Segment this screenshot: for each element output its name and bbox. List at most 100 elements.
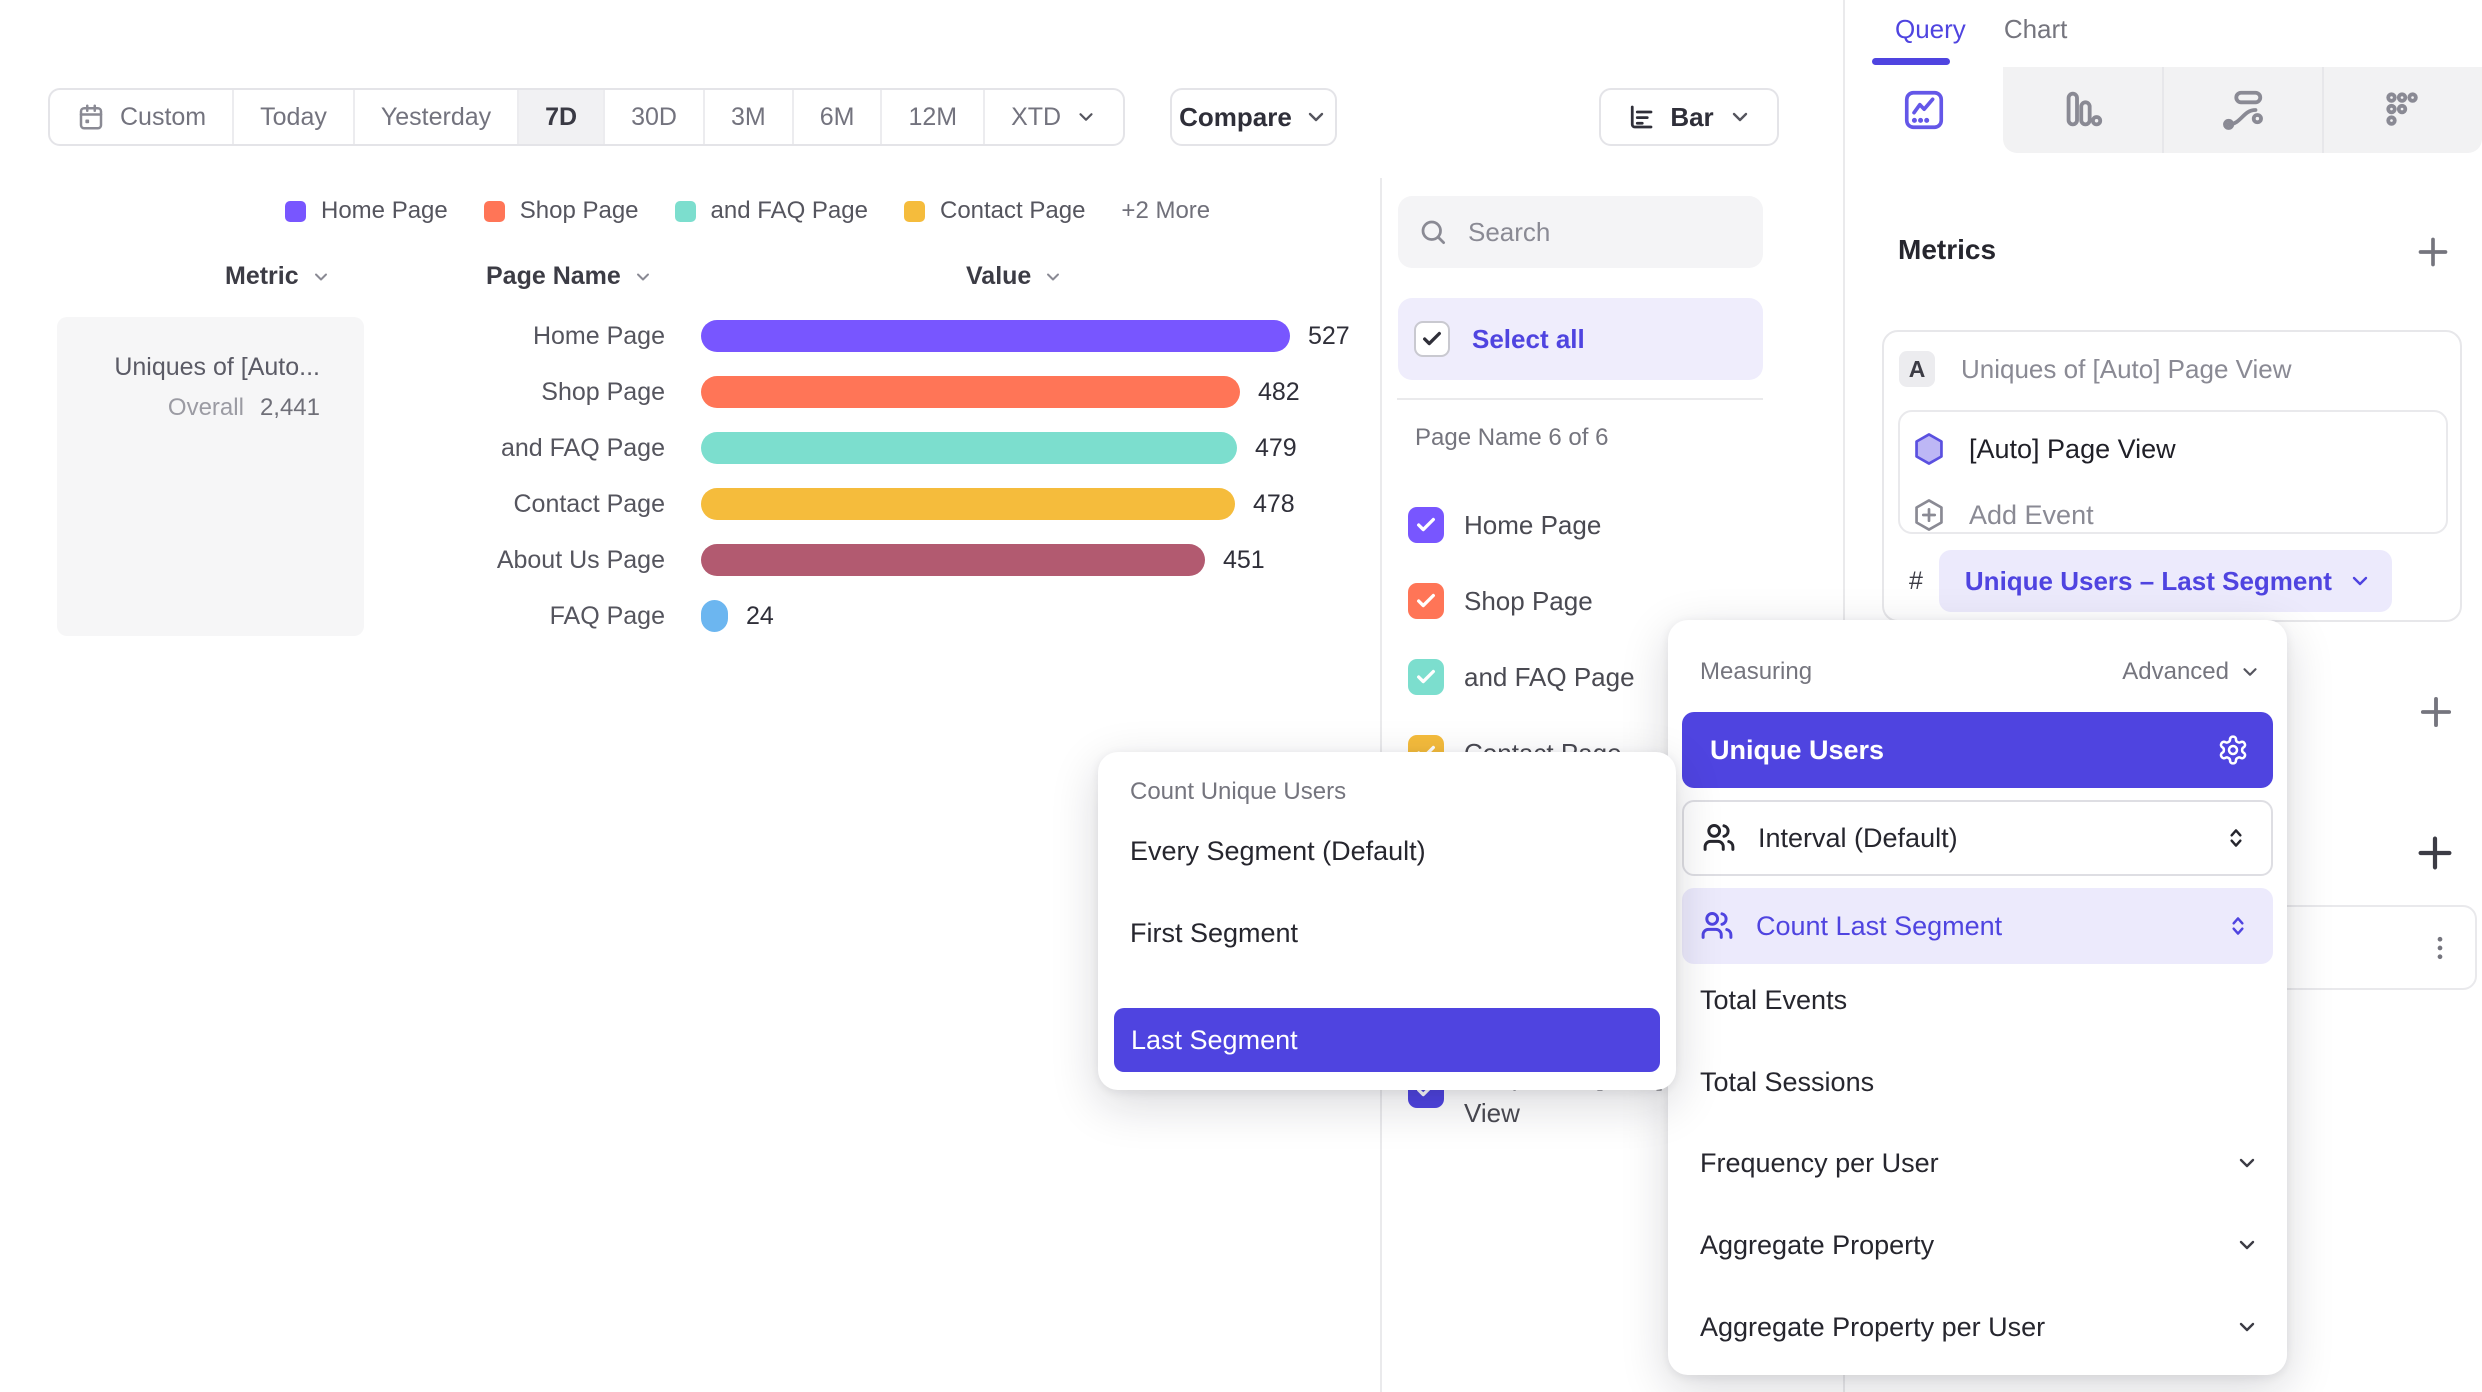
- date-range-custom[interactable]: Custom: [50, 90, 235, 144]
- menu-item-interval[interactable]: Interval (Default): [1682, 800, 2273, 876]
- overall-value: 2,441: [259, 394, 320, 421]
- menu-item-label: Total Sessions: [1700, 1066, 1875, 1097]
- column-header-page-name[interactable]: Page Name: [486, 262, 653, 291]
- chevron-down-icon: [2348, 569, 2372, 593]
- menu-item-first-segment[interactable]: First Segment: [1130, 918, 1299, 948]
- users-icon: [1700, 909, 1734, 943]
- query-panel-tabs: Query Chart: [1895, 14, 2067, 45]
- users-icon: [1702, 821, 1736, 855]
- legend-item[interactable]: Shop Page: [483, 197, 639, 225]
- filter-item-shop-page[interactable]: Shop Page: [1408, 583, 1593, 619]
- chevron-down-icon: [633, 267, 653, 287]
- menu-item-label: Unique Users: [1710, 734, 1885, 765]
- legend-item[interactable]: and FAQ Page: [674, 197, 868, 225]
- advanced-toggle[interactable]: Advanced: [2122, 658, 2261, 686]
- tab-chart[interactable]: Chart: [2003, 14, 2068, 44]
- date-range-label: XTD: [1011, 102, 1062, 131]
- advanced-label: Advanced: [2122, 658, 2229, 685]
- filter-item-home-page[interactable]: Home Page: [1408, 507, 1601, 543]
- checkbox-checked[interactable]: [1408, 659, 1444, 695]
- legend-item[interactable]: Home Page: [285, 197, 448, 225]
- menu-item-aggregate-property[interactable]: Aggregate Property: [1700, 1204, 2259, 1286]
- menu-item-total-sessions[interactable]: Total Sessions: [1700, 1041, 2259, 1123]
- date-range-label: 3M: [730, 102, 766, 131]
- measuring-menu: Measuring Advanced Unique Users Interval…: [1668, 620, 2287, 1375]
- count-menu-title: Count Unique Users: [1130, 778, 1347, 805]
- menu-item-label: Frequency per User: [1700, 1147, 1939, 1178]
- date-range-12m[interactable]: 12M: [882, 90, 986, 144]
- count-unique-users-menu: Count Unique Users Every Segment (Defaul…: [1098, 752, 1676, 1090]
- add-event-row[interactable]: Add Event: [1911, 497, 2094, 533]
- date-range-today[interactable]: Today: [234, 90, 355, 144]
- report-tab-insights[interactable]: [1845, 67, 2004, 153]
- chevron-down-icon: [311, 267, 331, 287]
- overall-label: Overall: [167, 394, 244, 421]
- bar[interactable]: [701, 600, 728, 632]
- select-all-checkbox[interactable]: [1414, 321, 1450, 357]
- bar-row: FAQ Page 24: [385, 600, 774, 632]
- stepper-icon[interactable]: [2225, 913, 2251, 939]
- filter-divider: [1397, 398, 1763, 400]
- stepper-icon[interactable]: [2223, 825, 2249, 851]
- hash-symbol: #: [1909, 566, 1923, 595]
- bar[interactable]: [701, 488, 1235, 520]
- add-breakdown-button[interactable]: [2412, 830, 2458, 876]
- select-all-row[interactable]: Select all: [1398, 298, 1763, 380]
- bar[interactable]: [701, 432, 1237, 464]
- tab-query[interactable]: Query: [1895, 14, 1966, 44]
- column-header-metric[interactable]: Metric: [225, 262, 331, 291]
- checkbox-checked[interactable]: [1408, 507, 1444, 543]
- date-range-xtd[interactable]: XTD: [985, 90, 1123, 144]
- menu-item-label: Aggregate Property: [1700, 1229, 1935, 1260]
- legend-item[interactable]: Contact Page: [903, 197, 1085, 225]
- bar[interactable]: [701, 376, 1240, 408]
- bar[interactable]: [701, 320, 1290, 352]
- date-range-7d[interactable]: 7D: [519, 90, 606, 144]
- date-range-yesterday[interactable]: Yesterday: [355, 90, 520, 144]
- report-tab-retention[interactable]: [2321, 67, 2482, 153]
- bar[interactable]: [701, 544, 1205, 576]
- event-hexagon-icon: [1911, 431, 1947, 467]
- menu-item-unique-users-selected[interactable]: Unique Users: [1682, 712, 2273, 788]
- select-all-label: Select all: [1472, 323, 1585, 354]
- chart-legend: Home Page Shop Page and FAQ Page Contact…: [285, 197, 1210, 225]
- menu-item-every-segment[interactable]: Every Segment (Default): [1130, 836, 1426, 866]
- search-box[interactable]: [1398, 196, 1763, 268]
- date-range-label: Yesterday: [380, 102, 492, 131]
- chart-type-button[interactable]: Bar: [1599, 88, 1779, 146]
- date-range-3m[interactable]: 3M: [705, 90, 794, 144]
- search-input[interactable]: [1466, 215, 1743, 249]
- report-tab-funnels[interactable]: [2003, 67, 2162, 153]
- menu-item-frequency-per-user[interactable]: Frequency per User: [1700, 1122, 2259, 1204]
- measurement-dropdown[interactable]: Unique Users – Last Segment: [1938, 550, 2392, 612]
- filter-section-label: Page Name 6 of 6: [1415, 424, 1609, 451]
- add-metric-button[interactable]: [2413, 232, 2453, 272]
- chart-type-label: Bar: [1670, 101, 1714, 132]
- chevron-down-icon: [2239, 661, 2261, 683]
- bar-row: Contact Page 478: [385, 488, 1295, 520]
- event-row[interactable]: [Auto] Page View: [1911, 431, 2176, 467]
- date-range-30d[interactable]: 30D: [605, 90, 705, 144]
- date-range-6m[interactable]: 6M: [794, 90, 883, 144]
- add-event-label: Add Event: [1969, 499, 2094, 530]
- calendar-icon: [76, 102, 106, 132]
- checkbox-checked[interactable]: [1408, 583, 1444, 619]
- metric-summary-card[interactable]: Uniques of [Auto... Overall 2,441: [57, 317, 364, 636]
- compare-button[interactable]: Compare: [1170, 88, 1337, 146]
- menu-item-last-segment-selected[interactable]: Last Segment: [1114, 1008, 1660, 1072]
- metric-row-a[interactable]: A Uniques of [Auto] Page View: [1899, 351, 2292, 387]
- report-tab-flows[interactable]: [2161, 67, 2322, 153]
- menu-item-count-last-segment[interactable]: Count Last Segment: [1682, 888, 2273, 964]
- legend-more-link[interactable]: +2 More: [1121, 197, 1211, 224]
- bar-value: 527: [1308, 321, 1350, 350]
- menu-item-total-events[interactable]: Total Events: [1700, 959, 2259, 1041]
- add-filter-button[interactable]: [2415, 691, 2457, 733]
- menu-item-aggregate-property-per-user[interactable]: Aggregate Property per User: [1700, 1286, 2259, 1368]
- column-header-label: Page Name: [486, 262, 621, 290]
- column-header-value[interactable]: Value: [966, 262, 1063, 291]
- insights-icon: [1901, 87, 1947, 133]
- metric-overall-row: Overall 2,441: [57, 394, 320, 422]
- kebab-menu-icon[interactable]: [2425, 933, 2455, 963]
- gear-icon[interactable]: [2217, 734, 2249, 766]
- filter-item-and-faq-page[interactable]: and FAQ Page: [1408, 659, 1635, 695]
